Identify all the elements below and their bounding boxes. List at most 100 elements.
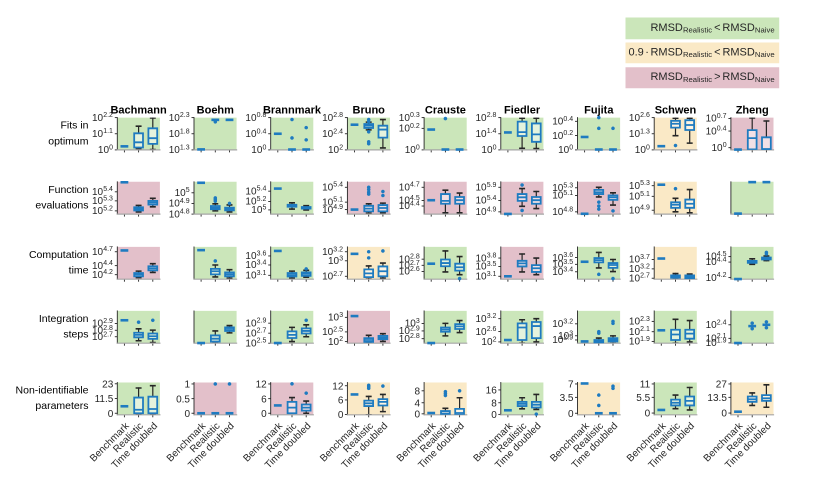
svg-text:Crauste: Crauste [425, 105, 466, 117]
svg-text:time: time [69, 265, 89, 277]
svg-text:1 0 2: 1 0 2 . 8 [399, 246, 421, 267]
svg-text:0: 0 [721, 409, 727, 420]
svg-text:1 0 5: 1 0 5 . 3 [629, 172, 651, 193]
svg-text:0.5: 0.5 [176, 394, 190, 405]
svg-text:0: 0 [184, 409, 190, 420]
svg-text:1: 1 [184, 380, 190, 391]
svg-text:1 0 4: 1 0 4 . 9 [629, 197, 651, 218]
svg-text:1 0 2: 1 0 2 . 7 [322, 263, 344, 284]
svg-text:1 0 0: 1 0 0 [405, 140, 421, 157]
svg-text:1 0 2: 1 0 2 [328, 140, 344, 157]
svg-text:1 0 4: 1 0 4 . 9 [476, 198, 498, 219]
svg-text:1 0 0: 1 0 0 . 2 [399, 115, 421, 136]
svg-text:1 0 1: 1 0 1 . 9 [629, 328, 651, 349]
svg-text:Bruno: Bruno [353, 105, 386, 117]
svg-text:1 0 5: 1 0 5 . 4 [245, 178, 267, 199]
svg-text:1 0 2: 1 0 2 . 6 [629, 104, 651, 125]
svg-text:Fiedler: Fiedler [504, 105, 541, 117]
svg-text:parameters: parameters [35, 400, 88, 412]
svg-text:1 0 1: 1 0 1 . 3 [169, 136, 191, 157]
svg-text:0: 0 [568, 409, 574, 420]
svg-text:1 0 2: 1 0 2 . 9 [399, 317, 421, 338]
svg-text:optimum: optimum [48, 135, 89, 147]
svg-text:1 0 3: 1 0 3 . 5 [476, 253, 498, 274]
svg-text:1 0 4: 1 0 4 . 5 [706, 243, 728, 264]
svg-text:1 0 2: 1 0 2 . 8 [399, 325, 421, 346]
svg-text:Bachmann: Bachmann [110, 105, 167, 117]
svg-text:1 0 3: 1 0 3 [328, 308, 344, 325]
svg-text:1 0 4: 1 0 4 . 2 [706, 264, 728, 285]
svg-text:steps: steps [63, 329, 88, 341]
svg-text:1 0 4: 1 0 4 . 4 [92, 252, 114, 273]
svg-text:4: 4 [415, 398, 421, 409]
svg-text:1 0 4: 1 0 4 . 9 [322, 196, 344, 217]
svg-text:11: 11 [640, 380, 651, 391]
svg-text:1 0 1: 1 0 1 . 9 [706, 329, 728, 350]
svg-text:1 0 5: 1 0 5 . 4 [322, 174, 344, 195]
svg-text:Computation: Computation [29, 249, 89, 261]
svg-text:1 0 3: 1 0 3 . 6 [552, 244, 574, 265]
svg-text:6: 6 [261, 394, 267, 405]
svg-text:1 0 2: 1 0 2 [328, 332, 344, 349]
svg-text:1 0 2: 1 0 2 . 7 [92, 323, 114, 344]
svg-text:0: 0 [261, 409, 267, 420]
svg-text:1 0 3: 1 0 3 . 1 [476, 263, 498, 284]
svg-text:1 0 3: 1 0 3 . 1 [245, 262, 267, 283]
svg-text:1 0 0: 1 0 0 [98, 140, 114, 157]
svg-text:1 0 0: 1 0 0 . 4 [552, 108, 574, 129]
svg-text:1 0 2: 1 0 2 . 8 [476, 104, 498, 125]
svg-text:1 0 2: 1 0 2 . 9 [245, 310, 267, 331]
svg-text:Brannmark: Brannmark [263, 105, 322, 117]
svg-text:1 0 0: 1 0 0 [251, 140, 267, 157]
svg-text:1 0 2: 1 0 2 . 6 [476, 318, 498, 339]
svg-text:1 0 3: 1 0 3 . 2 [629, 255, 651, 276]
svg-text:3.5: 3.5 [560, 393, 574, 404]
svg-text:1 0 0: 1 0 0 [712, 138, 728, 155]
svg-text:1 0 2: 1 0 2 . 4 [322, 120, 344, 141]
svg-text:1 0 5: 1 0 5 [175, 183, 191, 200]
svg-text:23: 23 [102, 379, 114, 390]
svg-text:1 0 2: 1 0 2 . 3 [629, 308, 651, 329]
svg-text:1 0 2: 1 0 2 . 4 [706, 311, 728, 332]
svg-text:16: 16 [486, 386, 498, 397]
svg-text:1 0 2: 1 0 2 . 3 [169, 104, 191, 125]
svg-text:1 0 4: 1 0 4 . 4 [706, 249, 728, 270]
svg-text:1 0 2: 1 0 2 . 6 [399, 258, 421, 279]
svg-text:1 0 2: 1 0 2 . 5 [245, 330, 267, 351]
svg-text:1 0 0: 1 0 0 [558, 140, 574, 157]
svg-text:27: 27 [716, 380, 728, 391]
svg-text:1 0 2: 1 0 2 . 7 [629, 265, 651, 286]
svg-text:1 0 5: 1 0 5 . 1 [322, 189, 344, 210]
svg-text:Boehm: Boehm [197, 105, 235, 117]
svg-text:0: 0 [108, 409, 114, 420]
svg-text:R M S D <: R M S D < R M S D R e a l i s t i c N a … [650, 18, 774, 37]
svg-text:11.5: 11.5 [95, 394, 114, 405]
svg-text:0: 0 [338, 410, 344, 421]
svg-text:1 0 5: 1 0 5 . 1 [629, 183, 651, 204]
svg-text:1 0 1: 1 0 1 . 8 [169, 120, 191, 141]
svg-text:1 0 2: 1 0 2 . 1 [629, 318, 651, 339]
svg-text:1 0 0: 1 0 0 . 4 [245, 120, 267, 141]
svg-text:1 0 3: 1 0 3 . 2 [476, 305, 498, 326]
svg-text:Non-identifiable: Non-identifiable [16, 385, 89, 397]
svg-text:1 0 0: 1 0 0 . 2 [552, 122, 574, 143]
svg-text:13.5: 13.5 [707, 393, 727, 404]
svg-text:1 0 4: 1 0 4 . 2 [92, 261, 114, 282]
svg-text:8: 8 [415, 386, 421, 397]
svg-text:1 0 5: 1 0 5 . 9 [476, 174, 498, 195]
svg-text:1 0 0: 1 0 0 . 4 [706, 118, 728, 139]
svg-text:1 0 2: 1 0 2 . 8 [92, 317, 114, 338]
svg-text:1 0 2: 1 0 2 . 1 [706, 325, 728, 346]
svg-text:1 0 3: 1 0 3 . 4 [245, 252, 267, 273]
svg-text:1 0 5: 1 0 5 . 3 [552, 174, 574, 195]
svg-text:1 0 4: 1 0 4 . 7 [399, 174, 421, 195]
svg-text:1 0 3: 1 0 3 [558, 326, 574, 343]
svg-text:0: 0 [491, 410, 497, 421]
svg-text:7: 7 [568, 380, 574, 391]
svg-text:1 0 2: 1 0 2 . 5 [322, 318, 344, 339]
svg-text:Fits in: Fits in [60, 120, 88, 132]
svg-text:1 0 2: 1 0 2 . 2 [92, 104, 114, 125]
svg-text:Zheng: Zheng [736, 105, 769, 117]
svg-text:Function: Function [48, 184, 88, 196]
svg-text:1 0 4: 1 0 4 . 7 [92, 238, 114, 259]
